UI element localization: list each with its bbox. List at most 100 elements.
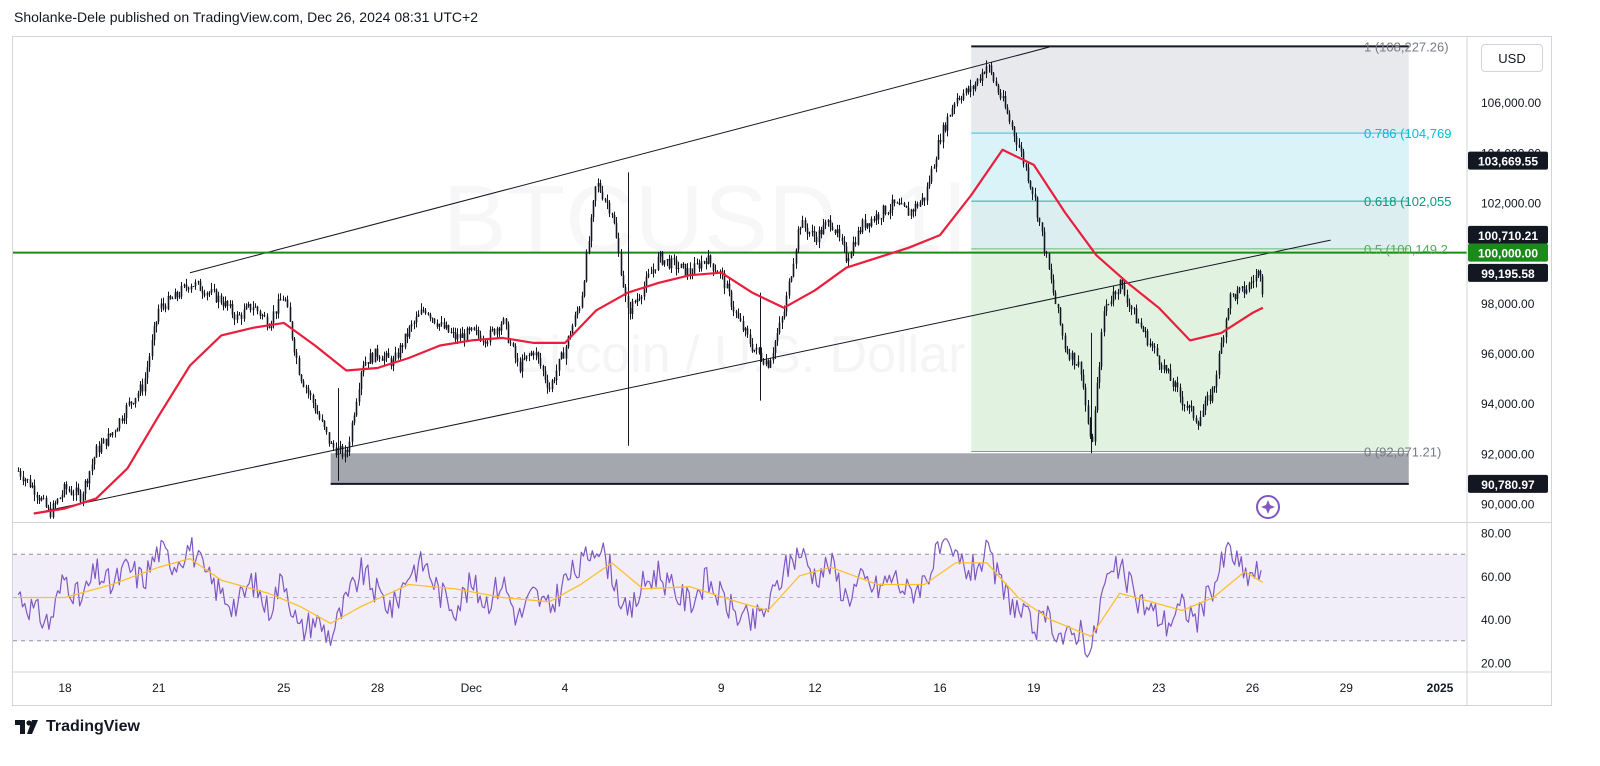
candle [1250, 282, 1253, 284]
candle [870, 218, 873, 227]
candle [1238, 287, 1241, 291]
fib-label-1: 1 (108,227.26) [1364, 39, 1449, 54]
candle [594, 186, 597, 201]
candle [1202, 410, 1205, 417]
candle [309, 392, 312, 396]
candle [634, 301, 637, 303]
candle [841, 237, 844, 241]
candle [624, 287, 627, 296]
candle [1211, 388, 1214, 401]
candle [1105, 304, 1108, 312]
time-tick-label: 4 [562, 681, 569, 695]
candle [302, 381, 305, 387]
candle [684, 263, 687, 276]
candle [155, 321, 158, 327]
candle [523, 358, 526, 360]
candle [1179, 387, 1182, 397]
candle [512, 343, 515, 346]
candle [447, 325, 450, 333]
fib-zone-0.786 [971, 133, 1409, 202]
candle [151, 340, 154, 357]
candle [1061, 324, 1064, 336]
candle [728, 283, 731, 292]
time-tick-label: 2025 [1427, 681, 1454, 695]
candle [875, 214, 878, 221]
support-zone-rect [330, 453, 1409, 484]
candle [783, 311, 786, 318]
candle [953, 103, 956, 109]
candle [760, 352, 763, 361]
candle [169, 295, 172, 299]
time-tick-label: 29 [1340, 681, 1354, 695]
candle [914, 203, 917, 212]
candle [38, 497, 41, 501]
candle [824, 222, 827, 226]
candle [1149, 343, 1152, 346]
candle [535, 352, 538, 356]
candle [433, 318, 436, 324]
candle [70, 490, 73, 495]
candle [63, 484, 66, 495]
ma-line [33, 148, 1264, 515]
candle [1140, 322, 1143, 328]
candle [1243, 286, 1246, 294]
misc [1256, 495, 1280, 519]
candle [383, 356, 386, 361]
fib-labels: 1 (108,227.26) 0.786 (104,769 0.618 (102,0… [1364, 39, 1451, 459]
candle [111, 432, 114, 436]
price-tag-label: 103,669.55 [1478, 155, 1538, 169]
footer: TradingView [14, 717, 140, 737]
candle [335, 447, 338, 455]
candle [891, 199, 894, 210]
price-tag: 99,195.58 [1468, 263, 1548, 282]
candle [962, 93, 965, 100]
candle [381, 358, 384, 361]
candle [905, 205, 908, 208]
candle [91, 464, 94, 472]
candle [406, 333, 409, 337]
candle [93, 457, 96, 465]
candle [588, 241, 591, 253]
candle [521, 358, 524, 372]
candle [843, 240, 846, 247]
candle [479, 335, 482, 341]
candle [1080, 361, 1083, 375]
candle [31, 485, 34, 488]
candle [394, 352, 397, 360]
candle [56, 498, 59, 504]
candle [360, 372, 363, 390]
candle [659, 252, 662, 257]
candle [939, 140, 942, 143]
candle [615, 223, 618, 239]
time-tick-label: 16 [933, 681, 947, 695]
candle [378, 356, 381, 359]
rsi-tick-label: 20.00 [1481, 656, 1511, 670]
candle [958, 97, 961, 100]
candle [194, 282, 197, 287]
candle [859, 230, 862, 233]
candle [146, 367, 149, 379]
candle [696, 263, 699, 265]
candle [553, 380, 556, 382]
candle [252, 307, 255, 311]
candle [266, 316, 269, 328]
candle [652, 269, 655, 274]
candle [749, 334, 752, 344]
candle [555, 370, 558, 381]
candle [84, 480, 87, 495]
candle [960, 99, 963, 100]
candle [1013, 127, 1016, 137]
candle [1036, 197, 1039, 218]
candle [613, 215, 616, 224]
candle [1119, 279, 1122, 292]
candle [468, 328, 471, 331]
time-tick-label: 19 [1027, 681, 1041, 695]
fib-label-0: 0 (92,071.21) [1364, 445, 1441, 460]
candle [399, 345, 402, 358]
candle [933, 167, 936, 169]
candle [344, 449, 347, 457]
candle [873, 218, 876, 221]
footer-brand: TradingView [46, 718, 140, 735]
currency-button[interactable]: USD [1481, 44, 1543, 72]
